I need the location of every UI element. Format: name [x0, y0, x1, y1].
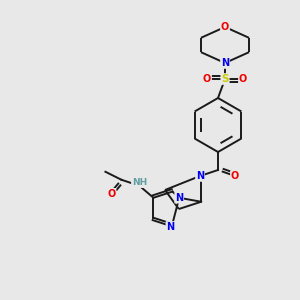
Text: S: S: [221, 74, 229, 84]
Text: N: N: [196, 171, 204, 181]
Text: O: O: [221, 22, 229, 32]
Text: O: O: [107, 189, 116, 199]
Text: N: N: [221, 58, 229, 68]
Text: N: N: [175, 193, 183, 203]
Text: NH: NH: [132, 178, 147, 187]
Text: O: O: [231, 171, 239, 181]
Text: N: N: [167, 222, 175, 232]
Text: O: O: [203, 74, 211, 84]
Text: O: O: [239, 74, 247, 84]
